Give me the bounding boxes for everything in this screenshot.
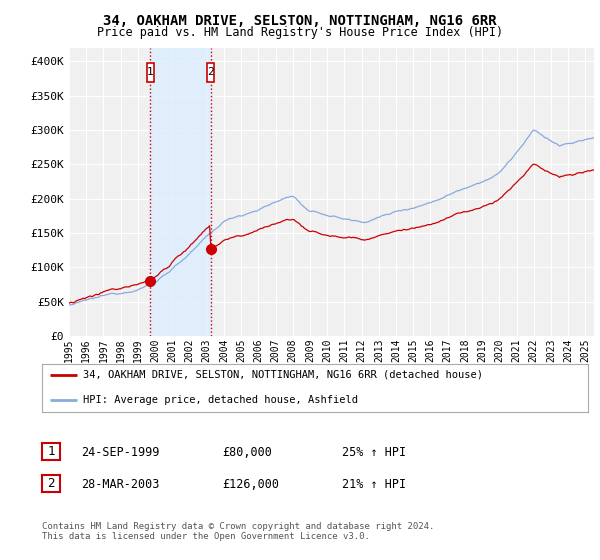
- Text: £126,000: £126,000: [222, 478, 279, 491]
- Text: Price paid vs. HM Land Registry's House Price Index (HPI): Price paid vs. HM Land Registry's House …: [97, 26, 503, 39]
- Text: 34, OAKHAM DRIVE, SELSTON, NOTTINGHAM, NG16 6RR: 34, OAKHAM DRIVE, SELSTON, NOTTINGHAM, N…: [103, 14, 497, 28]
- Text: 28-MAR-2003: 28-MAR-2003: [81, 478, 160, 491]
- Text: 34, OAKHAM DRIVE, SELSTON, NOTTINGHAM, NG16 6RR (detached house): 34, OAKHAM DRIVE, SELSTON, NOTTINGHAM, N…: [83, 370, 483, 380]
- Text: 25% ↑ HPI: 25% ↑ HPI: [342, 446, 406, 459]
- Text: 2: 2: [47, 477, 55, 490]
- Text: 1: 1: [147, 67, 154, 77]
- Text: 2: 2: [208, 67, 214, 77]
- Text: 1: 1: [47, 445, 55, 458]
- Bar: [151, 48, 211, 336]
- Text: Contains HM Land Registry data © Crown copyright and database right 2024.
This d: Contains HM Land Registry data © Crown c…: [42, 522, 434, 542]
- Text: £80,000: £80,000: [222, 446, 272, 459]
- Text: 24-SEP-1999: 24-SEP-1999: [81, 446, 160, 459]
- Text: 21% ↑ HPI: 21% ↑ HPI: [342, 478, 406, 491]
- Text: HPI: Average price, detached house, Ashfield: HPI: Average price, detached house, Ashf…: [83, 395, 358, 405]
- FancyBboxPatch shape: [147, 63, 154, 82]
- FancyBboxPatch shape: [208, 63, 214, 82]
